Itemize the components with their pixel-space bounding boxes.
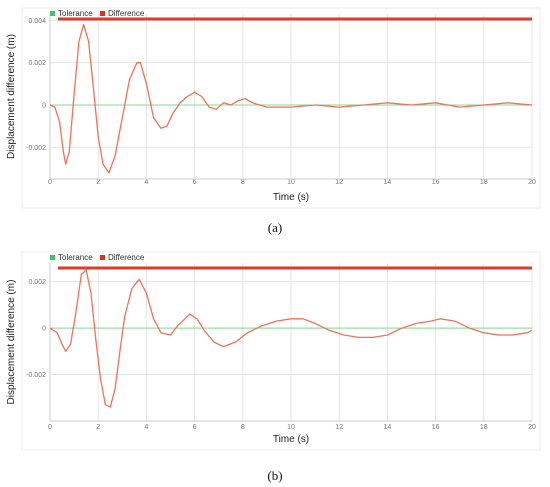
x-tick-label: 4 xyxy=(144,179,148,186)
x-tick-label: 0 xyxy=(48,424,52,431)
x-tick-label: 18 xyxy=(480,424,488,431)
legend-label-difference: Difference xyxy=(108,253,145,262)
series-difference xyxy=(49,269,533,408)
y-tick-label: 0.004 xyxy=(28,18,46,25)
x-tick-label: 20 xyxy=(528,179,536,186)
x-tick-label: 4 xyxy=(144,424,148,431)
x-tick-label: 0 xyxy=(48,179,52,186)
x-tick-label: 18 xyxy=(480,179,488,186)
y-tick-label: 0 xyxy=(42,326,46,333)
x-tick-label: 10 xyxy=(287,179,295,186)
legend-label-difference: Difference xyxy=(108,9,145,18)
y-tick-label: 0.002 xyxy=(28,279,46,286)
y-tick-label: 0 xyxy=(42,102,46,109)
y-tick-label: 0.002 xyxy=(28,60,46,67)
panel-frame xyxy=(21,7,541,209)
y-axis-label: Displacement difference (m) xyxy=(6,34,17,159)
x-tick-label: 20 xyxy=(528,424,536,431)
x-tick-label: 8 xyxy=(241,424,245,431)
chart-panel-b: 0 2 4 6 8 10 12 14 16 18 20 -0.002 0 0.002 Tolerance Di… xyxy=(6,251,541,483)
x-tick-label: 2 xyxy=(96,424,100,431)
x-tick-label: 16 xyxy=(432,424,440,431)
legend-swatch-difference xyxy=(100,255,105,260)
x-tick-label: 6 xyxy=(193,179,197,186)
legend-label-tolerance: Tolerance xyxy=(58,9,93,18)
figure-caption: (a) xyxy=(268,220,282,235)
x-axis-label: Time (s) xyxy=(273,192,309,203)
x-tick-label: 12 xyxy=(335,179,343,186)
figure-caption: (b) xyxy=(267,468,282,483)
y-axis-label: Displacement difference (m) xyxy=(6,280,17,405)
y-tick-label: -0.002 xyxy=(26,372,46,379)
x-tick-label: 12 xyxy=(335,424,343,431)
x-tick-label: 10 xyxy=(287,424,295,431)
x-tick-label: 8 xyxy=(241,179,245,186)
series-difference xyxy=(49,23,533,174)
x-tick-label: 6 xyxy=(193,424,197,431)
y-tick-label: -0.002 xyxy=(26,145,46,152)
x-tick-label: 2 xyxy=(96,179,100,186)
legend-swatch-tolerance xyxy=(50,255,55,260)
x-axis-label: Time (s) xyxy=(273,434,309,445)
legend-label-tolerance: Tolerance xyxy=(58,253,93,262)
x-tick-label: 16 xyxy=(432,179,440,186)
x-tick-label: 14 xyxy=(384,424,392,431)
chart-panel-a: 0 2 4 6 8 10 12 14 16 18 20 -0.002 0 0.002 0.004 Tolera… xyxy=(6,7,541,235)
x-tick-label: 14 xyxy=(384,179,392,186)
legend-swatch-tolerance xyxy=(50,11,55,16)
panel-frame xyxy=(21,251,541,451)
legend-swatch-difference xyxy=(100,11,105,16)
